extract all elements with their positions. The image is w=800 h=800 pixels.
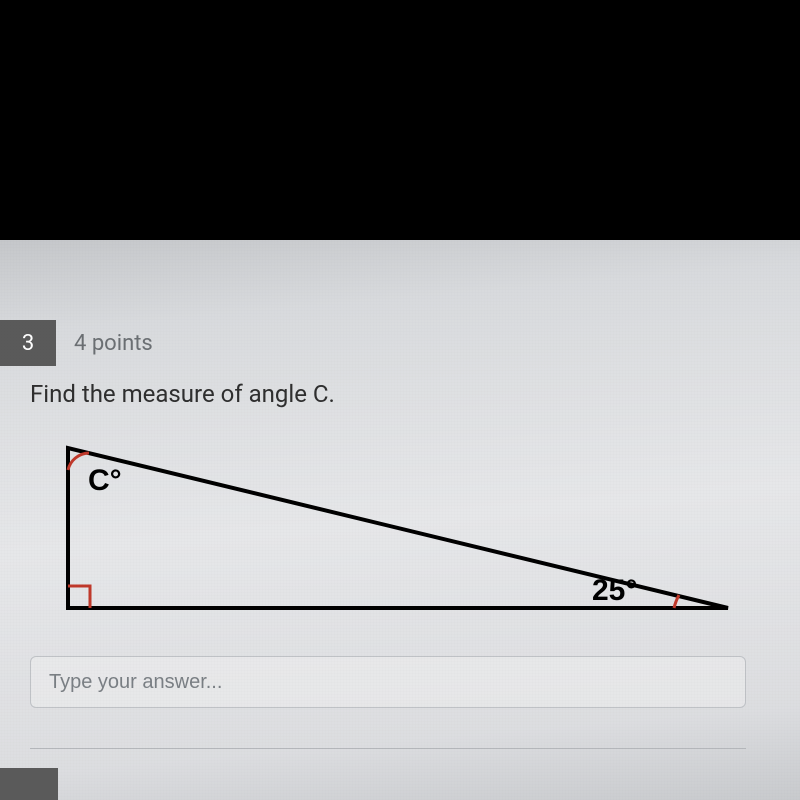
answer-input[interactable]: [30, 656, 746, 708]
angle-arc-c: [68, 453, 89, 470]
next-question-peek: [0, 768, 58, 800]
worksheet-page: 3 4 points Find the measure of angle C. …: [0, 240, 800, 800]
triangle-diagram: C° 25°: [28, 418, 748, 638]
divider: [30, 748, 746, 749]
angle-label-c: C°: [88, 464, 122, 497]
angle-label-25: 25°: [592, 574, 637, 607]
question-prompt: Find the measure of angle C.: [30, 380, 800, 408]
question-header: 3 4 points: [0, 320, 800, 366]
question-number-box: 3: [0, 320, 56, 366]
question-number: 3: [22, 331, 34, 356]
right-angle-marker: [68, 586, 90, 608]
points-label: 4 points: [74, 331, 153, 356]
answer-input-wrap: [30, 656, 746, 708]
triangle-svg: C° 25°: [28, 418, 748, 638]
top-black-bar: [0, 0, 800, 240]
